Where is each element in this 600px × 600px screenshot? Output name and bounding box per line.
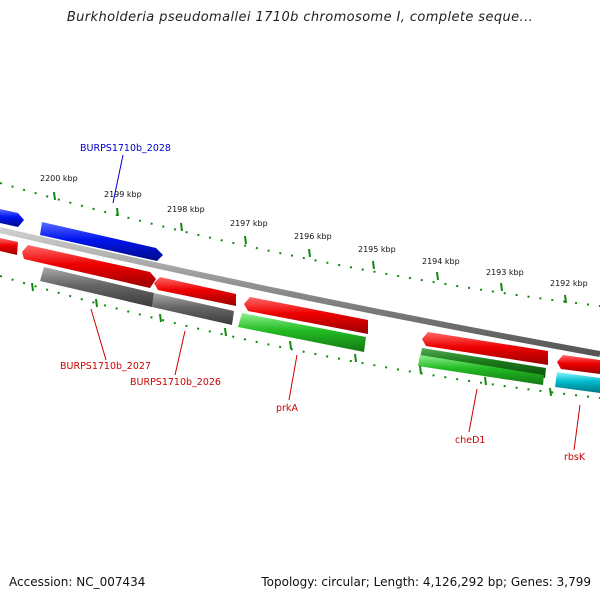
- tick-label: 2200 kbp: [40, 174, 78, 183]
- inner-scale: [0, 275, 600, 399]
- gene-arrow-reverse[interactable]: [154, 277, 236, 306]
- leader-line: [468, 388, 478, 433]
- gene-arrow-burps1710b-2026[interactable]: [152, 293, 234, 325]
- gene-arrow-rbsk[interactable]: [557, 355, 600, 374]
- tick-label: 2193 kbp: [486, 268, 524, 277]
- scale-tick: [549, 387, 552, 397]
- scale-tick: [500, 282, 503, 292]
- scale-tick: [244, 235, 247, 245]
- gene-label-prka[interactable]: prkA: [276, 403, 298, 414]
- scale-tick: [159, 313, 162, 323]
- gene-arrow-green[interactable]: [238, 313, 366, 352]
- tick-label: 2195 kbp: [358, 245, 396, 254]
- gene-label-burps1710b-2027[interactable]: BURPS1710b_2027: [60, 361, 151, 372]
- scale-tick: [289, 340, 292, 350]
- tick-label: 2197 kbp: [230, 219, 268, 228]
- scale-tick: [224, 327, 227, 337]
- tick-label: 2196 kbp: [294, 232, 332, 241]
- gene-arrow-ched1[interactable]: [422, 332, 548, 365]
- scale-tick: [372, 260, 375, 270]
- inner-feature-track: [40, 267, 600, 393]
- leader-line: [90, 308, 107, 361]
- tick-label: 2198 kbp: [167, 205, 205, 214]
- gene-arrow-burps1710b-2027[interactable]: [40, 267, 154, 307]
- genome-summary-text: Topology: circular; Length: 4,126,292 bp…: [261, 575, 591, 589]
- gene-labels: BURPS1710b_2028 BURPS1710b_2027 BURPS171…: [60, 143, 586, 463]
- reverse-strand-track: [0, 238, 600, 374]
- leader-line: [573, 404, 581, 451]
- scale-tick: [95, 298, 98, 308]
- scale-labels: 2200 kbp 2199 kbp 2198 kbp 2197 kbp 2196…: [40, 174, 588, 288]
- gene-arrow-burps1710b-2028[interactable]: [40, 222, 163, 261]
- outer-scale: [0, 182, 600, 307]
- gene-arrow-cyan[interactable]: [555, 372, 600, 393]
- leader-line: [288, 354, 298, 401]
- gene-arrow-reverse[interactable]: [22, 245, 156, 288]
- scale-tick: [53, 191, 56, 201]
- gene-label-ched1[interactable]: cheD1: [455, 435, 485, 446]
- leader-line: [112, 154, 124, 204]
- scale-tick: [419, 365, 422, 375]
- scale-tick: [354, 353, 357, 363]
- forward-strand-track: [0, 209, 163, 261]
- gene-label-rbsk[interactable]: rbsK: [564, 452, 586, 463]
- gene-arrow-forward[interactable]: [0, 209, 24, 227]
- gene-label-burps1710b-2028[interactable]: BURPS1710b_2028: [80, 143, 171, 154]
- scale-tick: [180, 222, 183, 232]
- scale-tick: [484, 376, 487, 386]
- gene-arrow-green[interactable]: [418, 355, 544, 385]
- label-leaders: [90, 154, 581, 451]
- scale-tick: [436, 271, 439, 281]
- tick-label: 2199 kbp: [104, 190, 142, 199]
- accession-text: Accession: NC_007434: [9, 575, 146, 589]
- scale-tick: [308, 248, 311, 258]
- scale-tick: [116, 207, 119, 217]
- gene-arrow-reverse[interactable]: [0, 238, 18, 255]
- scale-tick: [31, 282, 34, 292]
- chromosome-backbone: [0, 227, 600, 357]
- leader-line: [174, 330, 186, 376]
- tick-label: 2192 kbp: [550, 279, 588, 288]
- scale-tick: [564, 294, 567, 304]
- tick-label: 2194 kbp: [422, 257, 460, 266]
- map-title: Burkholderia pseudomallei 1710b chromoso…: [66, 10, 534, 25]
- gene-arrow-prka[interactable]: [244, 297, 368, 334]
- gene-label-burps1710b-2026[interactable]: BURPS1710b_2026: [130, 377, 221, 388]
